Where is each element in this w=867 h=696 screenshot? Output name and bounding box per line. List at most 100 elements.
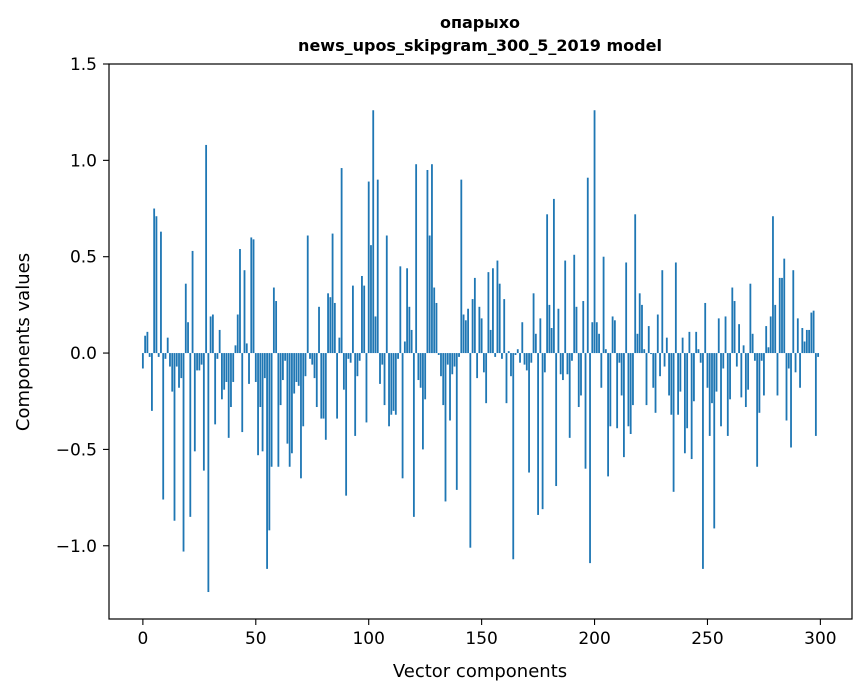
y-tick-label: −0.5 — [56, 440, 97, 460]
bar-103 — [374, 316, 377, 354]
bar-108 — [385, 235, 388, 354]
bar-212 — [620, 353, 623, 396]
bar-258 — [724, 316, 727, 354]
bar-25 — [198, 353, 201, 371]
bar-194 — [580, 353, 582, 396]
bar-29 — [207, 353, 210, 593]
bar-60 — [277, 353, 280, 467]
bar-177 — [541, 353, 544, 510]
bar-39 — [230, 353, 232, 408]
bar-168 — [521, 322, 524, 354]
bar-170 — [525, 353, 528, 371]
bar-171 — [528, 353, 530, 473]
y-tick-label: 0.5 — [70, 248, 97, 268]
bar-58 — [272, 287, 275, 354]
bar-18 — [182, 353, 185, 552]
bar-92 — [349, 353, 352, 363]
bar-277 — [767, 347, 770, 354]
bar-172 — [530, 353, 533, 363]
bar-53 — [261, 353, 264, 452]
bar-252 — [711, 353, 713, 404]
bar-74 — [309, 353, 311, 359]
bar-224 — [647, 326, 650, 354]
bar-185 — [559, 353, 562, 375]
bar-21 — [189, 353, 192, 517]
bar-17 — [180, 353, 183, 379]
x-tick-label: 250 — [691, 629, 723, 649]
chart-subtitle: news_upos_skipgram_300_5_2019 model — [298, 36, 662, 55]
bar-207 — [609, 353, 612, 427]
bar-78 — [318, 306, 320, 354]
bar-15 — [175, 353, 178, 367]
x-tick-label: 150 — [465, 629, 497, 649]
bar-208 — [611, 316, 614, 354]
bar-113 — [397, 353, 399, 359]
bar-43 — [239, 249, 241, 354]
bar-225 — [650, 353, 652, 355]
bar-7 — [157, 353, 160, 357]
bar-120 — [412, 353, 415, 517]
bar-75 — [311, 353, 314, 365]
bar-110 — [390, 353, 393, 415]
bar-27 — [202, 353, 205, 471]
bar-14 — [173, 353, 176, 521]
bar-230 — [661, 270, 664, 354]
bar-231 — [663, 353, 666, 367]
bar-67 — [293, 353, 296, 394]
bar-61 — [279, 353, 282, 406]
bar-2 — [146, 331, 149, 354]
bar-90 — [345, 353, 348, 496]
bar-24 — [196, 353, 198, 371]
bar-73 — [306, 235, 309, 354]
bar-178 — [543, 353, 546, 373]
bar-54 — [263, 353, 266, 379]
bar-46 — [245, 343, 248, 354]
bar-169 — [523, 353, 526, 365]
bar-77 — [315, 353, 318, 408]
bar-111 — [392, 353, 395, 411]
bar-129 — [433, 287, 436, 354]
bar-204 — [602, 256, 605, 354]
bar-146 — [471, 299, 474, 354]
bar-188 — [566, 353, 569, 375]
bar-44 — [241, 353, 244, 433]
bar-268 — [747, 353, 750, 390]
bar-119 — [410, 329, 413, 354]
bar-35 — [221, 353, 223, 400]
y-tick-label: 1.0 — [70, 151, 97, 171]
bar-282 — [778, 277, 781, 354]
bar-49 — [252, 239, 255, 354]
bar-181 — [550, 328, 553, 354]
bar-158 — [498, 283, 501, 354]
bar-237 — [677, 353, 680, 415]
bar-175 — [537, 353, 539, 515]
bar-226 — [652, 353, 655, 388]
bar-56 — [268, 353, 271, 531]
bar-162 — [507, 351, 510, 354]
plot-frame — [108, 63, 853, 620]
bar-206 — [607, 353, 609, 477]
bar-47 — [248, 353, 250, 384]
bar-216 — [629, 353, 632, 434]
bar-283 — [781, 277, 783, 354]
bar-82 — [327, 293, 329, 354]
bar-0 — [141, 353, 144, 369]
bar-244 — [693, 353, 695, 402]
bar-48 — [250, 237, 253, 354]
bar-174 — [534, 333, 537, 354]
bar-150 — [480, 318, 483, 354]
bar-57 — [270, 353, 273, 467]
bar-6 — [155, 216, 158, 354]
bar-94 — [354, 353, 357, 436]
bar-144 — [467, 308, 469, 354]
bar-148 — [476, 353, 479, 379]
bar-265 — [740, 353, 743, 398]
bar-296 — [810, 312, 813, 354]
bar-117 — [406, 268, 409, 354]
bar-276 — [765, 326, 768, 354]
bar-187 — [564, 260, 567, 354]
bar-245 — [695, 331, 698, 354]
bar-298 — [814, 353, 817, 436]
